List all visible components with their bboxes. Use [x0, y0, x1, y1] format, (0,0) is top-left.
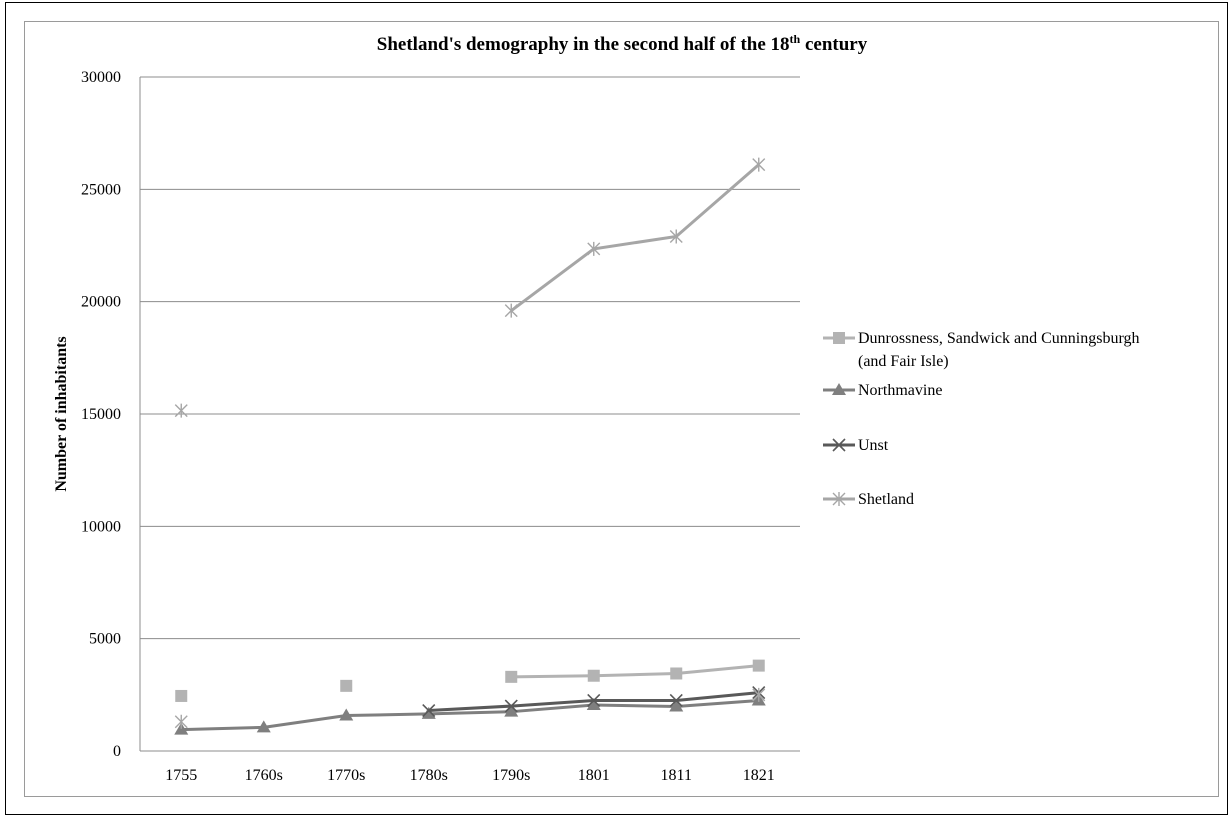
data-point — [752, 659, 765, 672]
chart-title: Shetland's demography in the second half… — [377, 32, 868, 55]
y-tick-label: 15000 — [81, 406, 121, 423]
series-dunrossness — [175, 659, 765, 702]
data-point — [669, 699, 684, 712]
y-tick-label: 10000 — [81, 518, 121, 535]
legend-label: Northmavine — [858, 382, 942, 399]
y-tick-labels: 0 5000 10000 15000 20000 25000 30000 — [81, 69, 121, 760]
y-tick-label: 20000 — [81, 294, 121, 311]
data-point — [256, 720, 271, 733]
legend-marker — [833, 332, 845, 344]
series-line — [181, 698, 759, 732]
legend-item: Northmavine — [823, 382, 942, 399]
data-point — [752, 157, 766, 172]
x-tick-label: 1811 — [661, 767, 692, 784]
series-line — [511, 664, 759, 679]
legend-label: Dunrossness, Sandwick and Cunningsburgh — [858, 330, 1139, 347]
data-point — [752, 687, 766, 702]
y-tick-label: 0 — [113, 743, 121, 760]
data-point — [340, 679, 353, 692]
y-tick-label: 25000 — [81, 181, 121, 198]
legend-item: Unst — [823, 437, 889, 454]
data-point — [670, 667, 683, 680]
legend-item: Shetland — [823, 491, 914, 508]
chart-area — [24, 21, 1219, 797]
x-tick-label: 1801 — [578, 767, 610, 784]
legend-label: (and Fair Isle) — [858, 353, 949, 370]
legend-marker — [832, 383, 846, 395]
legend-label: Shetland — [858, 491, 914, 508]
chart-title-superscript: th — [790, 32, 801, 46]
data-point — [587, 241, 601, 256]
data-point — [174, 403, 188, 418]
data-point — [504, 704, 519, 717]
data-point — [175, 689, 188, 702]
x-tick-label: 1755 — [165, 767, 197, 784]
data-point — [587, 669, 600, 682]
data-series — [174, 157, 766, 735]
data-point — [669, 229, 683, 244]
data-point — [587, 693, 601, 708]
data-point — [339, 708, 354, 721]
data-point — [421, 706, 436, 719]
legend-item: Dunrossness, Sandwick and Cunningsburgh (… — [823, 330, 1139, 370]
outer-frame — [5, 2, 1228, 815]
gridlines — [139, 76, 800, 752]
x-tick-label: 1780s — [410, 767, 448, 784]
y-axis-title: Number of inhabitants — [53, 336, 70, 491]
y-tick-label: 5000 — [89, 631, 121, 648]
x-tick-label: 1821 — [743, 767, 775, 784]
data-point — [504, 699, 518, 713]
data-point — [586, 697, 601, 710]
legend-marker — [832, 492, 846, 506]
legend-label: Unst — [858, 437, 889, 454]
y-tick-label: 30000 — [81, 69, 121, 86]
series-unst — [422, 686, 766, 718]
series-northmavine — [174, 693, 766, 735]
data-point — [505, 670, 518, 683]
data-point — [504, 303, 518, 318]
legend: Dunrossness, Sandwick and Cunningsburgh (… — [823, 330, 1139, 508]
data-point — [422, 703, 436, 718]
legend-marker — [832, 438, 846, 452]
x-tick-label: 1790s — [492, 767, 530, 784]
series-line — [510, 163, 760, 312]
x-tick-label: 1760s — [245, 767, 283, 784]
x-tick-label: 1770s — [327, 767, 365, 784]
data-point — [174, 714, 188, 729]
series-shetland — [174, 157, 766, 729]
data-point — [669, 693, 683, 708]
x-tick-labels: 1755 1760s 1770s 1780s 1790s 1801 1811 1821 — [165, 767, 775, 784]
